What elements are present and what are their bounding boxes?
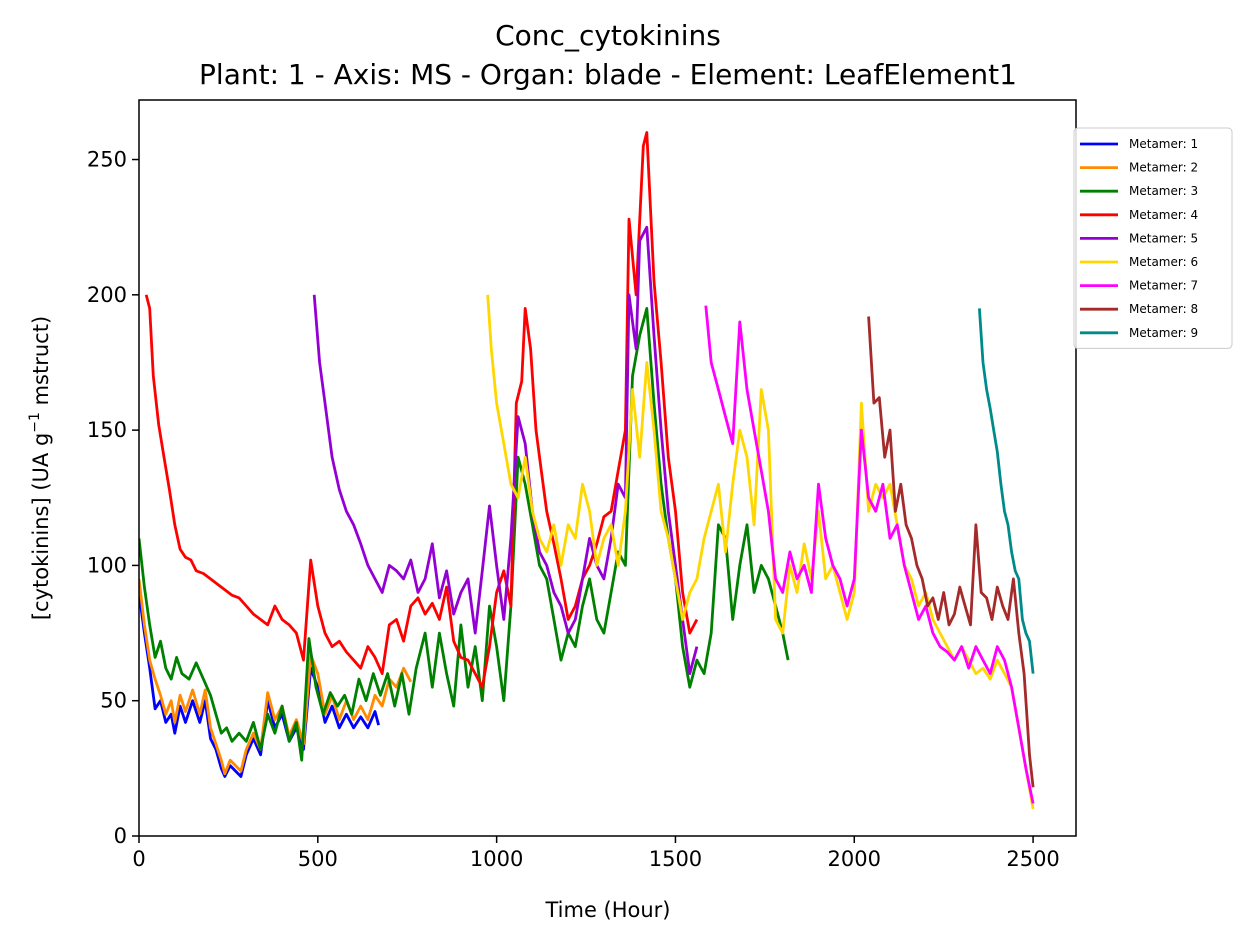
y-axis: 0 50 100 150 200 250 <box>87 148 139 848</box>
plot-frame <box>138 99 1077 837</box>
legend-entry-label: Metamer: 9 <box>1129 326 1198 340</box>
y-tick-label: 200 <box>87 283 127 307</box>
x-tick-label: 0 <box>132 847 145 871</box>
y-tick-label: 0 <box>114 824 127 848</box>
x-tick-label: 2500 <box>1006 847 1059 871</box>
legend-entry-label: Metamer: 7 <box>1129 279 1198 293</box>
series-line-metamer-3 <box>139 307 790 762</box>
legend-entry-label: Metamer: 4 <box>1129 208 1198 222</box>
series-line-metamer-4 <box>144 131 699 689</box>
y-axis-label: [cytokinins] (UA g−1 mstruct) <box>27 316 53 620</box>
legend-entry-label: Metamer: 6 <box>1129 255 1198 269</box>
legend-entry-label: Metamer: 2 <box>1129 161 1198 175</box>
y-tick-label: 150 <box>87 418 127 442</box>
chart-title: Conc_cytokinins <box>495 19 721 52</box>
y-axis-label-sup: −1 <box>27 412 43 433</box>
y-tick-label: 50 <box>100 689 127 713</box>
series-line-metamer-8 <box>867 316 1035 788</box>
y-axis-label-tail: mstruct) <box>29 316 53 412</box>
chart-subtitle: Plant: 1 - Axis: MS - Organ: blade - Ele… <box>199 58 1017 91</box>
legend-frame <box>1073 127 1233 349</box>
x-tick-label: 1000 <box>470 847 523 871</box>
legend-entry-label: Metamer: 5 <box>1129 231 1198 245</box>
x-tick-label: 2000 <box>828 847 881 871</box>
x-axis: 0 500 1000 1500 2000 2500 <box>132 836 1060 871</box>
y-axis-label-main: [cytokinins] (UA g <box>29 433 53 620</box>
series-line-metamer-7 <box>704 305 1035 804</box>
x-tick-label: 500 <box>298 847 338 871</box>
legend-entry-label: Metamer: 1 <box>1129 137 1198 151</box>
legend-entry-label: Metamer: 3 <box>1129 184 1198 198</box>
y-tick-label: 100 <box>87 553 127 577</box>
series-line-metamer-9 <box>978 308 1035 674</box>
y-tick-label: 250 <box>87 148 127 172</box>
legend: Metamer: 1 Metamer: 2 Metamer: 3 Metamer: 4… <box>1073 127 1233 349</box>
series-line-metamer-5 <box>312 225 699 675</box>
x-tick-label: 1500 <box>649 847 702 871</box>
legend-entry-label: Metamer: 8 <box>1129 302 1198 316</box>
x-axis-label: Time (Hour) <box>544 898 670 922</box>
series-group <box>139 131 1035 810</box>
